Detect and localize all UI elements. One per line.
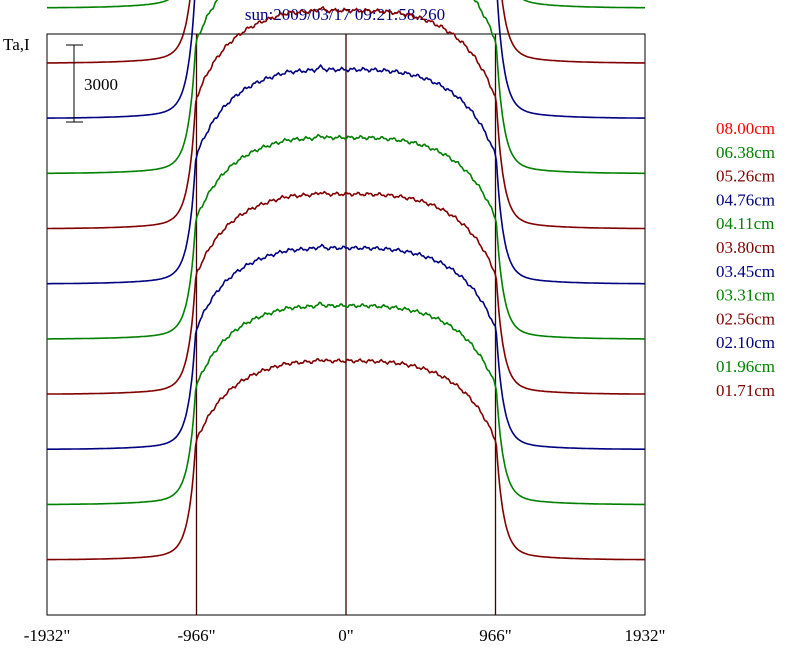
series-line xyxy=(46,190,646,395)
legend-entry: 03.80cm xyxy=(716,238,775,257)
chart-title: sun:2009/03/17 09:21:58.260 xyxy=(245,5,445,24)
series-line xyxy=(47,5,645,230)
x-tick-label: -966" xyxy=(177,626,215,645)
legend-entry: 01.71cm xyxy=(716,381,775,400)
legend-entry: 08.00cm xyxy=(716,119,775,138)
series-line xyxy=(47,358,645,561)
reference-lines xyxy=(195,34,497,615)
series-line xyxy=(47,0,645,119)
legend-entry: 04.11cm xyxy=(716,214,774,233)
legend-entry: 01.96cm xyxy=(716,357,775,376)
scale-bar-label: 3000 xyxy=(84,75,118,94)
x-tick-label: 966" xyxy=(479,626,511,645)
series-line xyxy=(47,0,645,64)
series-line xyxy=(47,301,645,506)
legend-entry: 05.26cm xyxy=(716,167,775,186)
scale-bar: 3000 xyxy=(66,44,118,123)
x-tick-label: 1932" xyxy=(625,626,666,645)
legend-entry: 02.56cm xyxy=(716,309,775,328)
legend: 08.00cm 06.38cm 05.26cm 04.76cm 04.11cm 03.80… xyxy=(716,119,775,400)
series-group xyxy=(46,0,646,561)
series-line xyxy=(47,0,645,9)
series-line xyxy=(47,0,645,175)
series-line xyxy=(47,63,645,285)
legend-entry: 06.38cm xyxy=(716,143,775,162)
y-axis-label: Ta,I xyxy=(3,35,30,54)
legend-entry: 04.76cm xyxy=(716,190,775,209)
x-tick-labels: -1932" -966" 0" 966" 1932" xyxy=(24,626,666,645)
legend-entry: 03.45cm xyxy=(716,262,775,281)
x-tick-label: -1932" xyxy=(24,626,71,645)
legend-entry: 02.10cm xyxy=(716,333,775,352)
series-line xyxy=(47,243,645,451)
series-line xyxy=(47,133,645,340)
legend-entry: 03.31cm xyxy=(716,286,775,305)
x-tick-label: 0" xyxy=(338,626,353,645)
